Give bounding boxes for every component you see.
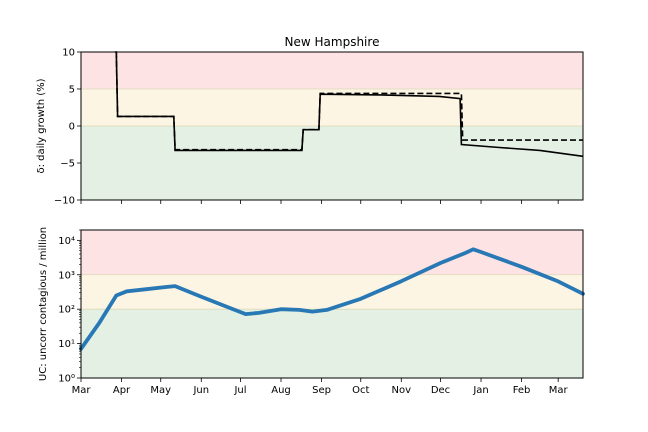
x-tick-label-sep: Sep (312, 385, 331, 396)
x-tick-label-jul: Jul (233, 385, 246, 396)
top-y-tick-label: −5 (60, 159, 75, 170)
top-panel: −10 −5 0 5 10 New Hampshire δ: daily growth … (36, 35, 584, 207)
x-tick-label-feb: Feb (513, 385, 531, 396)
top-solid-series-line (115, 51, 584, 158)
bottom-uc-series-line (79, 247, 585, 351)
chart-title: New Hampshire (285, 35, 380, 49)
x-tick-label-mar: Mar (549, 385, 569, 396)
top-zone-band-0 (81, 52, 583, 89)
x-tick-label-dec: Dec (431, 385, 450, 396)
bottom-y-tick-label: 10⁴ (58, 236, 75, 247)
top-y-tick-label: −10 (54, 196, 75, 207)
top-zone-band-2 (81, 126, 583, 200)
top-y-tick-label: 5 (69, 85, 75, 96)
bottom-panel: 10⁰ 10¹ 10² 10³ 10⁴ Mar Apr May Jun Jul Aug Sep Oct… (38, 227, 585, 396)
bottom-zone-band-0 (81, 230, 583, 275)
x-tick-label-mar: Mar (72, 385, 92, 396)
bottom-y-axis-label: UC: uncorr contagious / million (38, 227, 49, 381)
bottom-axes-frame (80, 229, 584, 379)
bottom-y-tick-label: 10² (58, 305, 75, 316)
x-tick-label-aug: Aug (271, 385, 291, 396)
top-y-tick-label: 0 (69, 122, 75, 133)
bottom-y-tick-label: 10⁰ (58, 374, 75, 385)
bottom-y-tick-label: 10¹ (58, 339, 75, 350)
x-tick-label-jun: Jun (192, 385, 209, 396)
top-zone-band-1 (81, 89, 583, 126)
x-tick-label-oct: Oct (352, 385, 369, 396)
bottom-zone-band-1 (81, 274, 583, 310)
x-tick-label-jan: Jan (472, 385, 488, 396)
x-tick-label-nov: Nov (392, 385, 412, 396)
bottom-zone-band-2 (81, 309, 583, 378)
x-tick-label-apr: Apr (113, 385, 131, 396)
x-tick-label-may: May (150, 385, 171, 396)
bottom-y-tick-label: 10³ (58, 270, 75, 281)
top-y-tick-label: 10 (62, 48, 75, 59)
top-y-axis-label: δ: daily growth (%) (36, 78, 47, 173)
